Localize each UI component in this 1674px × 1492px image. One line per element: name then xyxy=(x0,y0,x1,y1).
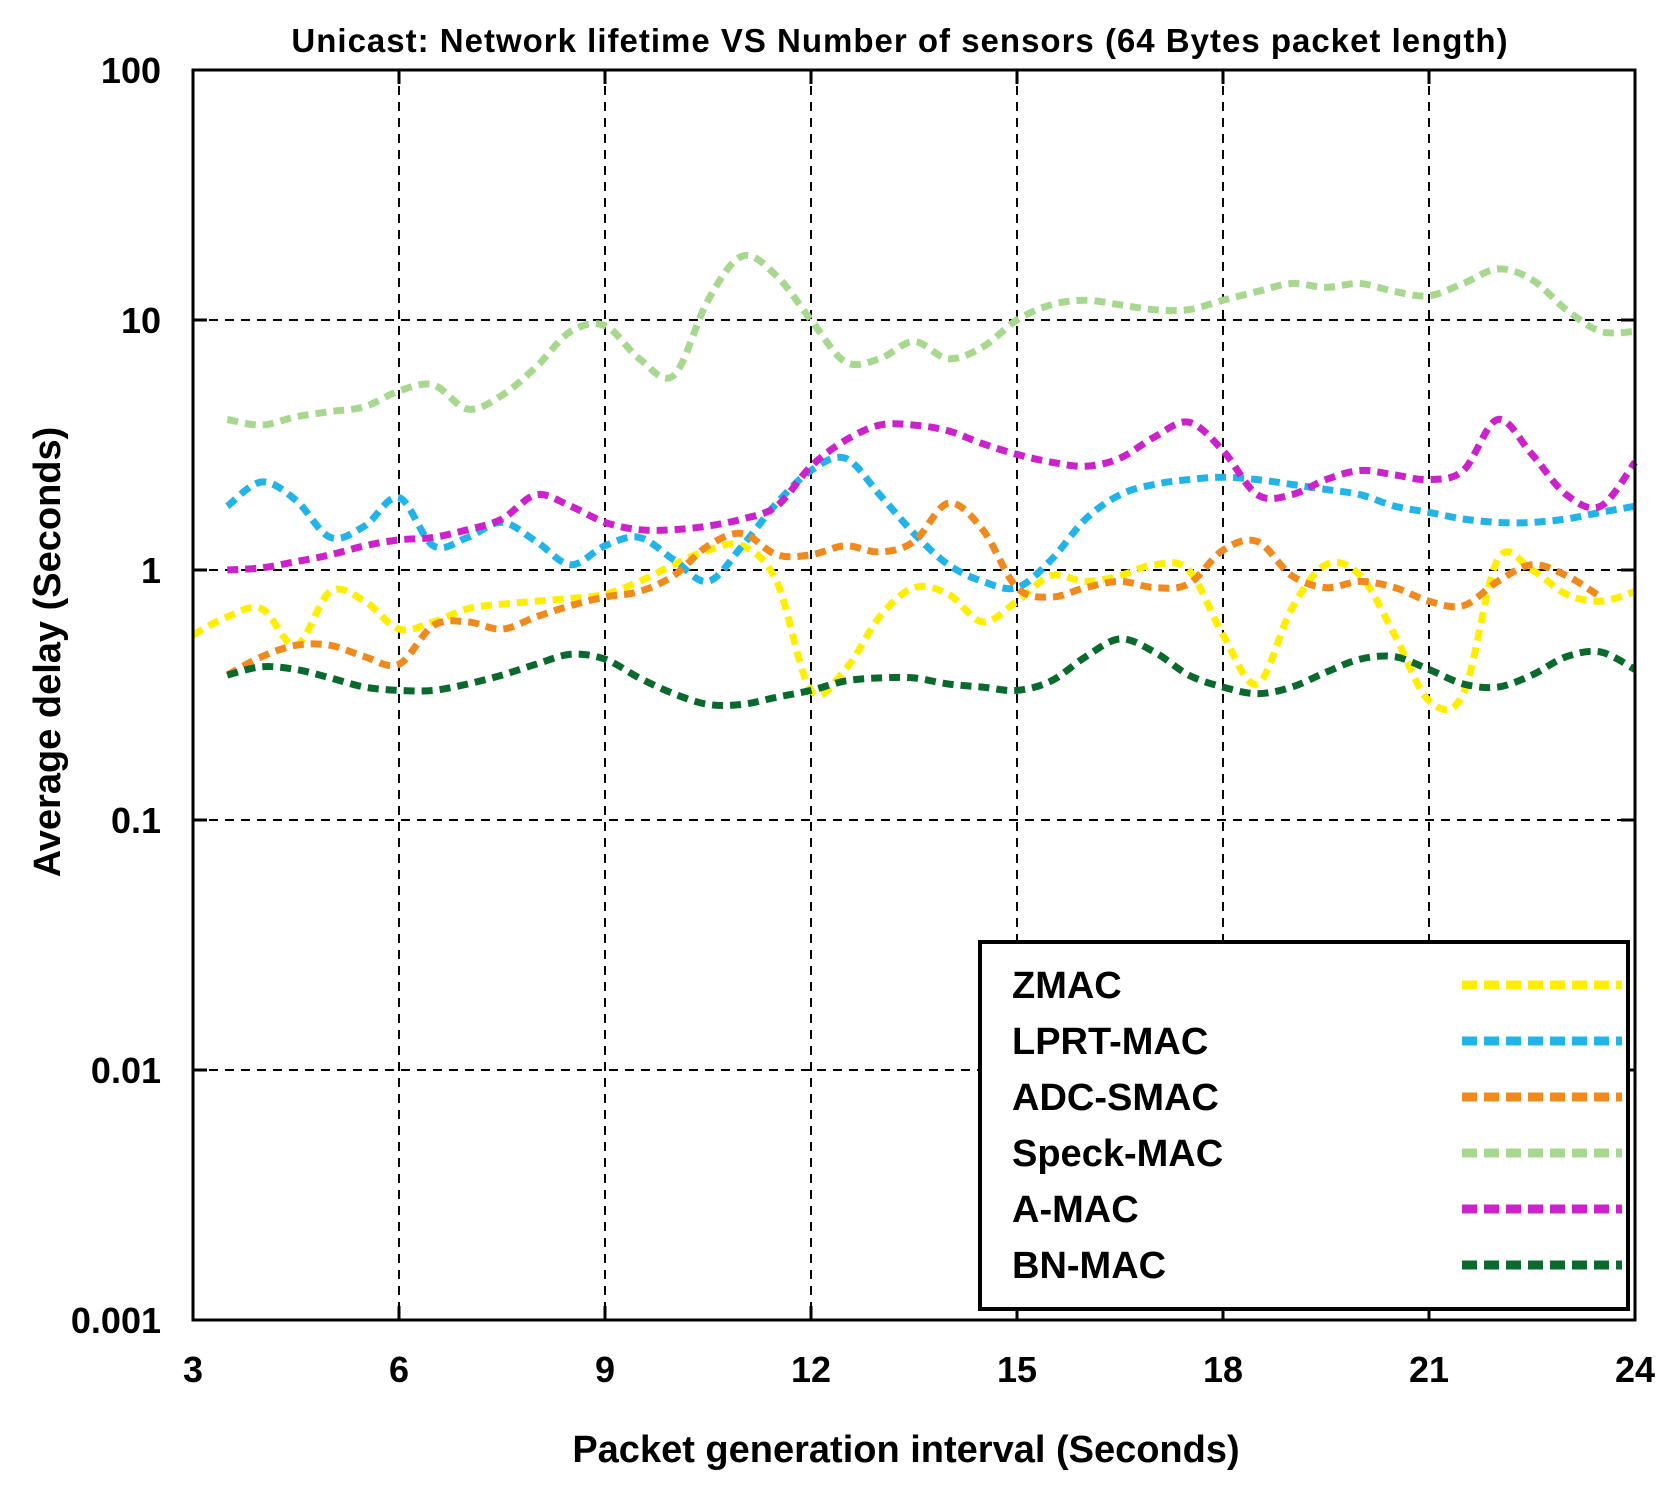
x-tick-label: 12 xyxy=(791,1349,831,1390)
x-tick-label: 24 xyxy=(1615,1349,1655,1390)
y-tick-label: 10 xyxy=(121,300,161,341)
y-tick-label: 0.1 xyxy=(111,800,161,841)
x-axis-ticks: 3 6 9 12 15 18 21 24 xyxy=(183,70,1655,1390)
series-line-lprt-mac xyxy=(225,453,1636,593)
legend-label-adc-smac: ADC-SMAC xyxy=(1012,1077,1219,1119)
chart-title: Unicast: Network lifetime VS Number of s… xyxy=(291,22,1508,59)
legend-label-bn-mac: BN-MAC xyxy=(1012,1245,1166,1287)
y-tick-label: 1 xyxy=(141,550,161,591)
y-axis-label: Average delay (Seconds) xyxy=(27,427,69,878)
y-tick-label: 0.01 xyxy=(91,1050,161,1091)
series-lines xyxy=(191,251,1638,714)
x-axis-label: Packet generation interval (Seconds) xyxy=(572,1429,1239,1471)
legend-label-zmac: ZMAC xyxy=(1012,965,1122,1007)
plot-area-frame xyxy=(191,68,1637,1322)
x-tick-label: 21 xyxy=(1409,1349,1449,1390)
series-line-a-mac xyxy=(227,415,1638,574)
legend: ZMAC LPRT-MAC ADC-SMAC Speck-MAC A-MAC BN-MAC xyxy=(978,940,1630,1311)
x-tick-label: 3 xyxy=(183,1349,203,1390)
legend-box xyxy=(978,940,1630,1311)
x-tick-label: 6 xyxy=(389,1349,409,1390)
legend-entries: ZMAC LPRT-MAC ADC-SMAC Speck-MAC A-MAC BN-MAC xyxy=(1012,965,1622,1287)
series-line-adc-smac xyxy=(225,499,1603,679)
y-axis-ticks: 0.001 0.01 0.1 1 10 100 xyxy=(71,50,1635,1341)
y-tick-label: 0.001 xyxy=(71,1300,161,1341)
x-tick-label: 15 xyxy=(997,1349,1037,1390)
legend-label-a-mac: A-MAC xyxy=(1012,1189,1139,1231)
legend-label-speck-mac: Speck-MAC xyxy=(1012,1133,1223,1175)
x-tick-label: 18 xyxy=(1203,1349,1243,1390)
series-line-speck-mac xyxy=(226,251,1636,429)
series-line-bn-mac xyxy=(226,635,1637,710)
legend-label-lprt-mac: LPRT-MAC xyxy=(1012,1021,1208,1063)
x-tick-label: 9 xyxy=(595,1349,615,1390)
y-tick-label: 100 xyxy=(101,50,161,91)
